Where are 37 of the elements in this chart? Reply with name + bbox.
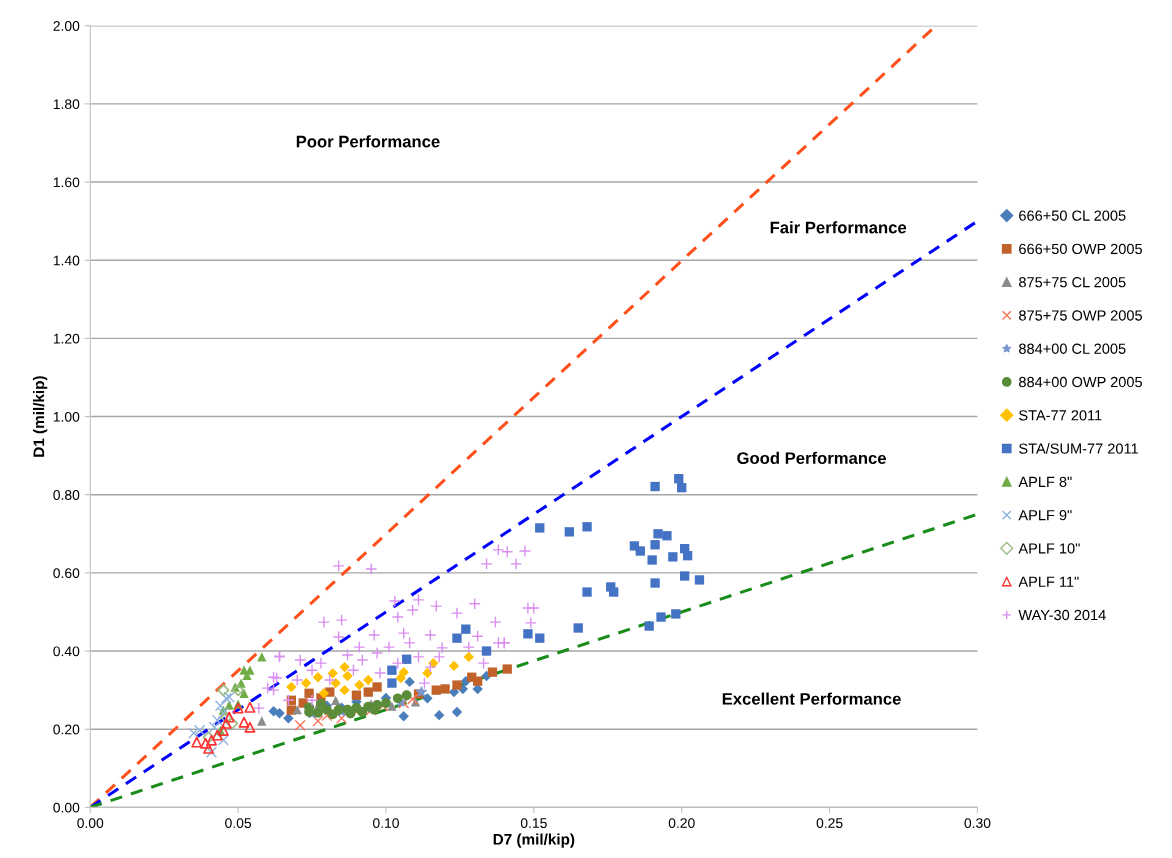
legend-label: APLF 8" — [1018, 476, 1072, 488]
annotation: Fair Performance — [770, 221, 907, 234]
annotation: Good Performance — [737, 451, 886, 465]
y-tick-label: 2.00 — [53, 21, 80, 31]
legend-label: APLF 11" — [1018, 576, 1079, 587]
y-tick-label: 0.20 — [53, 724, 80, 735]
legend-label: 884+00 CL 2005 — [1019, 343, 1126, 354]
y-tick-label: 1.00 — [53, 411, 80, 422]
x-tick-label: 0.00 — [77, 818, 104, 828]
legend-label: 875+75 OWP 2005 — [1019, 310, 1142, 321]
legend-label: STA-77 2011 — [1019, 410, 1102, 421]
annotation: Poor Performance — [296, 135, 440, 148]
legend-label: APLF 9" — [1018, 509, 1072, 521]
y-tick-label: 0.40 — [53, 646, 80, 657]
annotation: Excellent Performance — [722, 692, 901, 705]
y-axis-title: D1 (mil/kip) — [33, 376, 48, 457]
y-tick-label: 1.20 — [53, 333, 80, 344]
y-tick-label: 0.60 — [53, 568, 80, 579]
y-tick-label: 0.80 — [53, 490, 80, 500]
x-tick-label: 0.25 — [816, 818, 843, 828]
x-tick-label: 0.20 — [668, 818, 695, 828]
x-axis-title: D7 (mil/kip) — [493, 833, 575, 848]
y-tick-label: 1.40 — [53, 255, 80, 266]
legend-label: 666+50 CL 2005 — [1019, 210, 1126, 221]
x-tick-label: 0.15 — [520, 818, 547, 828]
y-tick-label: 0.00 — [53, 802, 80, 813]
y-tick-label: 1.60 — [53, 177, 80, 188]
x-tick-label: 0.05 — [225, 818, 252, 828]
legend-label: 875+75 CL 2005 — [1019, 277, 1126, 288]
legend-label: STA/SUM-77 2011 — [1019, 443, 1138, 454]
legend-label: 666+50 OWP 2005 — [1019, 243, 1142, 255]
legend-label: 884+00 OWP 2005 — [1019, 376, 1142, 388]
x-tick-label: 0.10 — [373, 818, 399, 828]
legend-label: APLF 10" — [1018, 543, 1080, 554]
y-tick-label: 1.80 — [53, 99, 80, 110]
legend-label: WAY-30 2014 — [1018, 609, 1106, 621]
x-tick-label: 0.30 — [964, 818, 991, 828]
